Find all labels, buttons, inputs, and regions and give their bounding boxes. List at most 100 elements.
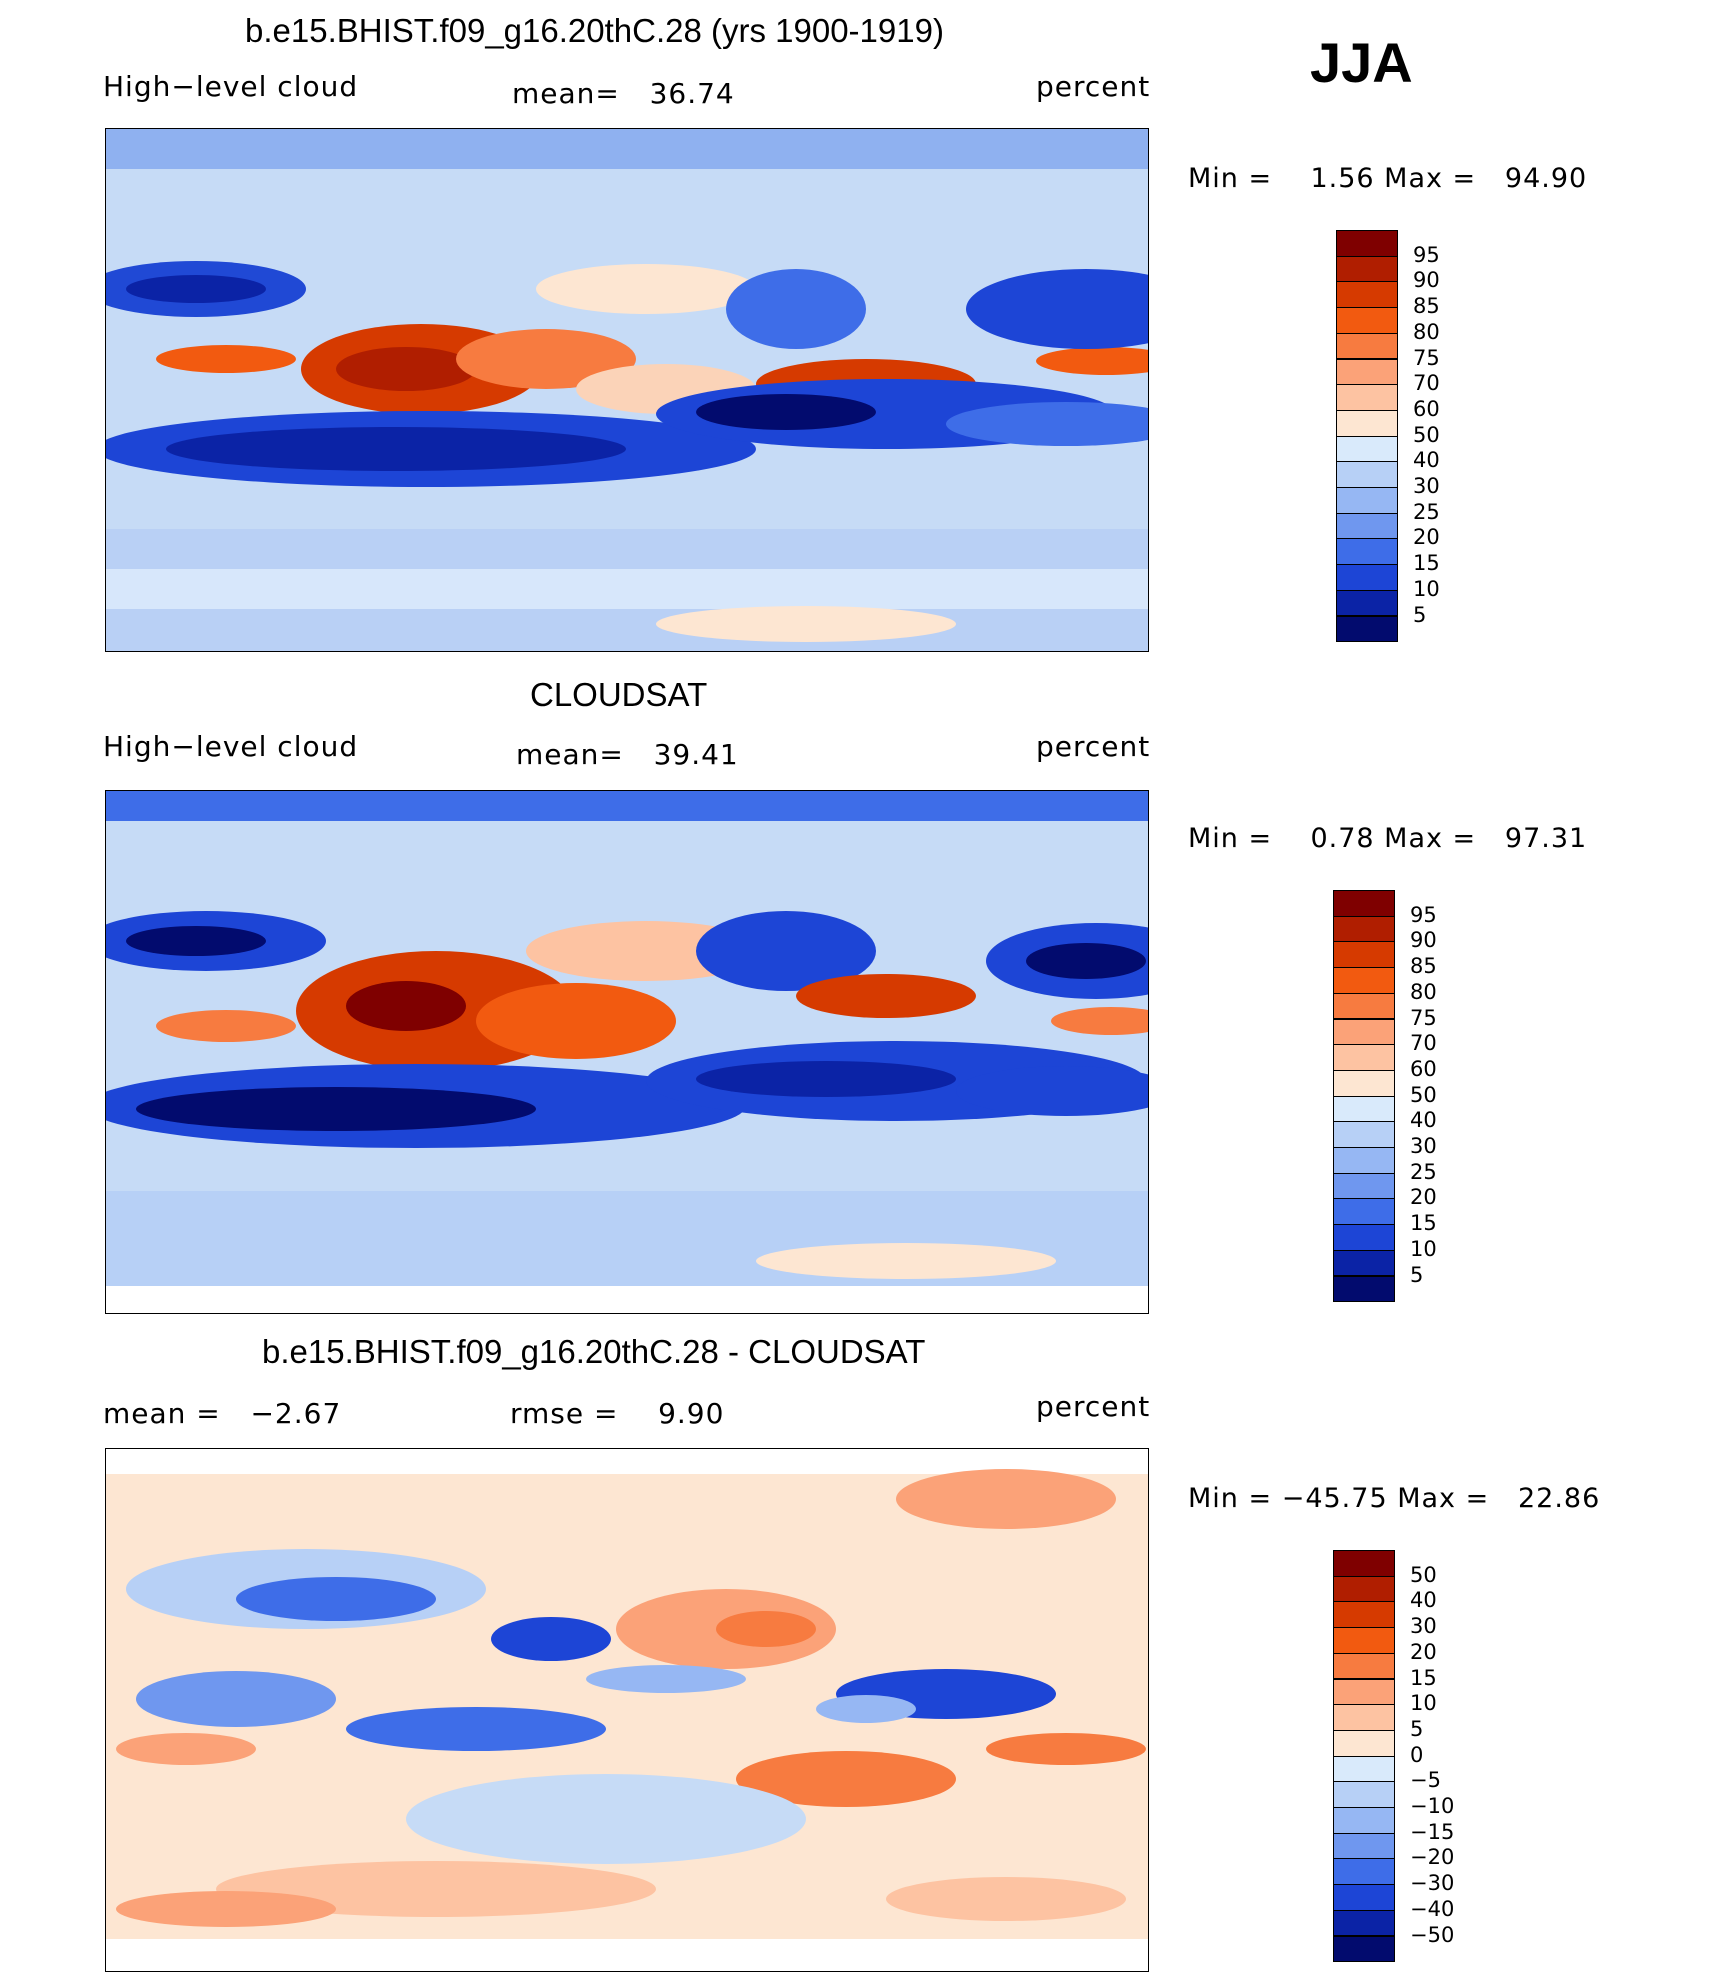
colorbar-label: 0 — [1410, 1742, 1424, 1767]
colorbar-box — [1333, 992, 1395, 1020]
panel-1-mean-label: mean= 36.74 — [512, 77, 735, 110]
panel-1-map — [105, 128, 1149, 652]
colorbar-label: 30 — [1410, 1614, 1437, 1639]
colorbar-box — [1333, 1121, 1395, 1148]
colorbar-box — [1336, 512, 1398, 540]
colorbar-box — [1333, 1095, 1395, 1123]
panel-3-map-field — [106, 1449, 1148, 1971]
colorbar-box — [1336, 255, 1398, 283]
colorbar-label: 20 — [1413, 525, 1440, 550]
colorbar-box — [1336, 564, 1398, 591]
panel-2-variable-label: High−level cloud — [103, 730, 359, 763]
colorbar-label: 50 — [1413, 422, 1440, 447]
colorbar-box — [1333, 1224, 1395, 1251]
colorbar-box — [1333, 1781, 1395, 1808]
panel-2-units-label: percent — [1036, 730, 1151, 763]
colorbar-box — [1333, 1909, 1395, 1937]
colorbar-label: 60 — [1410, 1056, 1437, 1081]
colorbar-box — [1336, 487, 1398, 514]
colorbar-box — [1333, 1249, 1395, 1277]
colorbar-box — [1336, 589, 1398, 617]
colorbar-box — [1333, 967, 1395, 994]
panel-3-rmse-label: rmse = 9.90 — [510, 1397, 725, 1430]
panel-2-minmax: Min = 0.78 Max = 97.31 — [1188, 823, 1588, 854]
colorbar-label: 10 — [1413, 576, 1440, 601]
colorbar-box — [1336, 230, 1398, 257]
colorbar-label: −15 — [1410, 1819, 1455, 1844]
colorbar-box — [1333, 1575, 1395, 1603]
colorbar-label: 80 — [1413, 319, 1440, 344]
panel-2-mean-label: mean= 39.41 — [516, 738, 739, 771]
colorbar-box — [1333, 1550, 1395, 1577]
colorbar-label: 60 — [1413, 396, 1440, 421]
panel-2-map — [105, 790, 1149, 1314]
colorbar-box — [1333, 915, 1395, 943]
colorbar-label: 70 — [1410, 1031, 1437, 1056]
panel-3-mean-label: mean = −2.67 — [103, 1397, 342, 1430]
colorbar-box — [1336, 435, 1398, 463]
colorbar-box — [1333, 1172, 1395, 1200]
colorbar-label: 15 — [1410, 1665, 1437, 1690]
colorbar-box — [1333, 1729, 1395, 1757]
panel-3-units-label: percent — [1036, 1390, 1151, 1423]
colorbar-box — [1333, 1601, 1395, 1629]
colorbar-box — [1336, 332, 1398, 360]
colorbar-label: 40 — [1410, 1108, 1437, 1133]
colorbar-box — [1336, 409, 1398, 437]
panel-3-title: b.e15.BHIST.f09_g16.20thC.28 - CLOUDSAT — [262, 1333, 926, 1370]
panel-2-map-field — [106, 791, 1148, 1313]
colorbar-box — [1333, 1069, 1395, 1097]
season-label: JJA — [1310, 31, 1413, 94]
colorbar-box — [1333, 1832, 1395, 1860]
colorbar-label: 75 — [1413, 345, 1440, 370]
colorbar-box — [1336, 358, 1398, 386]
colorbar-label: 90 — [1413, 268, 1440, 293]
colorbar-label: 50 — [1410, 1082, 1437, 1107]
colorbar-box — [1333, 1704, 1395, 1731]
colorbar-box — [1333, 1935, 1395, 1963]
colorbar-box — [1333, 1858, 1395, 1886]
colorbar-label: 75 — [1410, 1005, 1437, 1030]
colorbar-label: 25 — [1410, 1159, 1437, 1184]
colorbar-box — [1333, 1147, 1395, 1174]
colorbar-label: 50 — [1410, 1562, 1437, 1587]
colorbar-label: 10 — [1410, 1691, 1437, 1716]
colorbar-box — [1333, 1678, 1395, 1706]
colorbar-box — [1333, 1884, 1395, 1911]
colorbar-label: 20 — [1410, 1185, 1437, 1210]
colorbar-box — [1333, 1275, 1395, 1303]
colorbar-label: 85 — [1410, 954, 1437, 979]
colorbar-box — [1333, 1652, 1395, 1680]
colorbar-label: 80 — [1410, 979, 1437, 1004]
colorbar-label: 30 — [1413, 474, 1440, 498]
colorbar-label: 95 — [1410, 902, 1437, 927]
colorbar-label: −5 — [1410, 1768, 1441, 1793]
colorbar-label: 5 — [1410, 1716, 1424, 1741]
panel-1-minmax: Min = 1.56 Max = 94.90 — [1188, 163, 1588, 194]
colorbar-box — [1333, 1755, 1395, 1783]
colorbar-box — [1333, 890, 1395, 917]
panel-1-map-field — [106, 129, 1148, 651]
colorbar-label: −20 — [1410, 1845, 1455, 1870]
colorbar-label: −40 — [1410, 1896, 1455, 1921]
panel-3-map — [105, 1448, 1149, 1972]
colorbar-box — [1336, 615, 1398, 643]
colorbar-label: 70 — [1413, 371, 1440, 396]
colorbar-box — [1333, 941, 1395, 969]
colorbar-label: 25 — [1413, 499, 1440, 524]
panel-1-variable-label: High−level cloud — [103, 70, 359, 103]
colorbar-box — [1336, 461, 1398, 488]
colorbar-label: 5 — [1410, 1262, 1424, 1287]
colorbar-label: 40 — [1413, 448, 1440, 473]
colorbar-box — [1336, 307, 1398, 334]
colorbar-label: 20 — [1410, 1639, 1437, 1664]
panel-2-title: CLOUDSAT — [530, 676, 708, 713]
colorbar-label: 90 — [1410, 928, 1437, 953]
colorbar-label: 10 — [1410, 1236, 1437, 1261]
panel-1-units-label: percent — [1036, 70, 1151, 103]
colorbar-label: 15 — [1410, 1211, 1437, 1236]
colorbar-label: 15 — [1413, 551, 1440, 576]
colorbar-label: 30 — [1410, 1134, 1437, 1158]
colorbar-box — [1333, 1198, 1395, 1226]
colorbar-box — [1333, 1807, 1395, 1834]
